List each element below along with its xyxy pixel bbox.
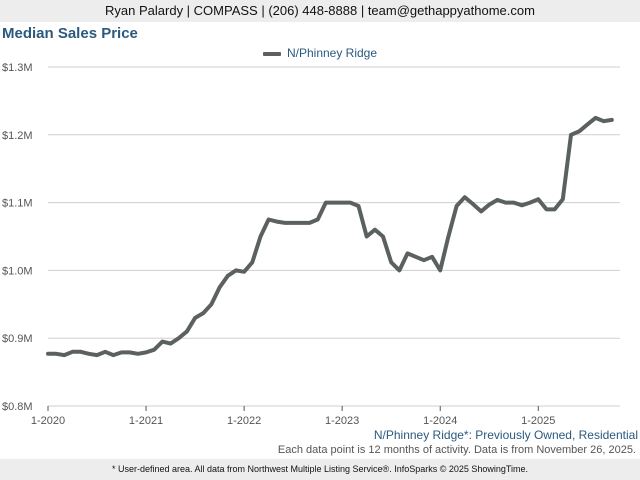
y-tick-label: $1.1M: [2, 198, 33, 210]
footer-text: * User-defined area. All data from North…: [111, 464, 529, 474]
y-tick-label: $0.9M: [2, 333, 33, 345]
agent-contact-info: Ryan Palardy | COMPASS | (206) 448-8888 …: [105, 3, 535, 18]
x-tick-label: 1-2021: [129, 415, 163, 427]
legend-swatch: [262, 51, 281, 56]
y-tick-label: $0.8M: [2, 401, 33, 413]
y-tick-label: $1.3M: [2, 62, 33, 74]
chart-subtitle: N/Phinney Ridge*: Previously Owned, Resi…: [373, 428, 638, 442]
series-line[interactable]: [46, 115, 614, 358]
x-tick-label: 1-2023: [325, 415, 359, 427]
chart-legend[interactable]: N/Phinney Ridge: [0, 46, 640, 60]
chart-title: Median Sales Price: [2, 25, 138, 42]
x-tick-label: 1-2025: [521, 415, 555, 427]
x-tick-label: 1-2024: [423, 415, 457, 427]
x-tick-label: 1-2020: [31, 415, 65, 427]
y-tick-label: $1.0M: [2, 265, 33, 277]
data-note: Each data point is 12 months of activity…: [277, 444, 636, 456]
header-bar: Ryan Palardy | COMPASS | (206) 448-8888 …: [0, 0, 640, 22]
y-tick-label: $1.2M: [2, 130, 33, 142]
legend-label: N/Phinney Ridge: [286, 46, 378, 60]
footer-bar: * User-defined area. All data from North…: [0, 459, 640, 480]
x-tick-label: 1-2022: [227, 415, 261, 427]
